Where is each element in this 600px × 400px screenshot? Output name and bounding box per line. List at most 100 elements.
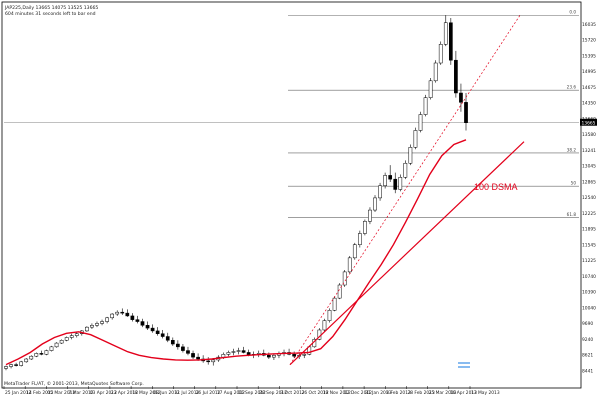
candle [448,18,453,65]
candle [160,329,165,339]
y-tick-label: 14995 [582,69,596,75]
candle [433,60,438,83]
candle [206,357,211,365]
candle [413,127,418,150]
fibonacci-levels: 0.0 23.6 38.2 50 61.8 [288,10,579,218]
svg-text:10 Sep 2012: 10 Sep 2012 [238,390,266,396]
candle [140,318,145,328]
y-tick-label: 13241 [582,148,596,154]
svg-text:0.0: 0.0 [569,10,576,15]
candle [191,350,195,360]
y-tick-label: 8621 [582,353,593,359]
y-tick-label: 11895 [582,227,596,233]
y-tick-label: 10740 [582,274,596,280]
x-tick: 3 Oct 2012 [279,386,305,396]
candle [155,327,160,336]
candle [398,174,403,192]
candle [363,219,367,236]
y-tick-label: 16035 [582,22,596,28]
fib-level: 38.2 [288,147,579,154]
candle [342,270,347,287]
y-tick-label: 14350 [582,101,596,107]
x-tick: 31 Jan 2013 [363,386,392,396]
candle [383,172,387,189]
moving-average [5,139,467,366]
x-tick: 16 Apr 2013 [448,386,477,396]
candle [327,308,332,323]
candle [74,331,79,338]
marker-icon [458,362,470,368]
fib-level: 23.6 [288,85,579,91]
x-tick: 25 Jan 2012 [3,386,32,396]
candle [100,319,104,326]
svg-text:08 Jun 2012: 08 Jun 2012 [153,390,180,396]
candle [337,283,342,300]
x-tick: 31 Jul 2012 [173,386,200,396]
candle [170,337,175,346]
svg-text:13 May 2013: 13 May 2013 [471,390,500,396]
y-tick-label: 9690 [582,321,593,327]
candle [9,363,13,369]
svg-text:7 Mar 2012: 7 Mar 2012 [69,390,94,396]
candle [181,344,185,353]
x-tick: 19 Nov 2012 [321,386,351,396]
candle [115,310,120,316]
candle [54,342,59,348]
svg-text:31 Jan 2013: 31 Jan 2013 [365,390,392,396]
ma-line [5,139,467,366]
candle [378,182,382,201]
candle [454,50,458,98]
candle [464,92,468,131]
current-price-badge: 13665 [580,118,597,127]
ma-annotation: 100 DSMA [474,182,518,192]
candle [4,365,8,371]
x-tick: 08 Jun 2012 [152,386,180,396]
svg-text:50: 50 [571,181,577,186]
svg-text:28 Feb 2013: 28 Feb 2013 [407,390,435,396]
candle [59,339,64,345]
x-tick: 26 Jul 2012 [194,386,221,396]
x-tick: 05 Mar 2012 [46,386,75,396]
svg-text:28 Sep 2012: 28 Sep 2012 [259,390,287,396]
trendline-solid [289,141,525,366]
candle [125,309,130,317]
candle [49,345,54,352]
y-tick-label: 12540 [582,195,596,201]
candle [14,362,18,367]
svg-text:16 Apr 2013: 16 Apr 2013 [450,390,477,396]
x-tick: 13 May 2013 [469,386,500,396]
svg-text:3 Oct 2012: 3 Oct 2012 [280,390,305,396]
svg-text:03 Apr 2012: 03 Apr 2012 [90,390,117,396]
y-tick-label: 15395 [582,53,596,59]
fib-level: 50 [288,181,579,187]
y-tick-label: 10390 [582,290,596,296]
candle [34,352,39,358]
y-tick-label: 15720 [582,38,596,44]
x-tick: 17 Aug 2012 [215,386,245,396]
candle [130,313,135,322]
x-tick: 28 Feb 2013 [406,386,435,396]
candle [418,111,423,133]
candle [110,313,115,320]
candle [393,172,398,194]
x-tick: 28 Sep 2012 [257,386,287,396]
y-tick-label: 13045 [582,164,596,170]
fib-level: 61.8 [288,212,579,218]
x-tick: 10 Sep 2012 [236,386,266,396]
candle [29,355,34,360]
y-tick-label: 12225 [582,211,596,217]
trendline-projection [289,15,521,365]
x-tick: 12 Dec 2012 [342,386,372,396]
candle [438,41,443,65]
candle [39,350,44,356]
fib-level: 0.0 [288,10,579,16]
x-tick: 23 Apr 2012 [109,386,138,396]
y-tick-label: 13580 [582,132,596,138]
candle [403,160,408,180]
svg-text:31 Jul 2012: 31 Jul 2012 [174,390,199,396]
candle [236,347,241,355]
candle [443,15,448,47]
candle [44,349,49,356]
candle [428,78,433,100]
